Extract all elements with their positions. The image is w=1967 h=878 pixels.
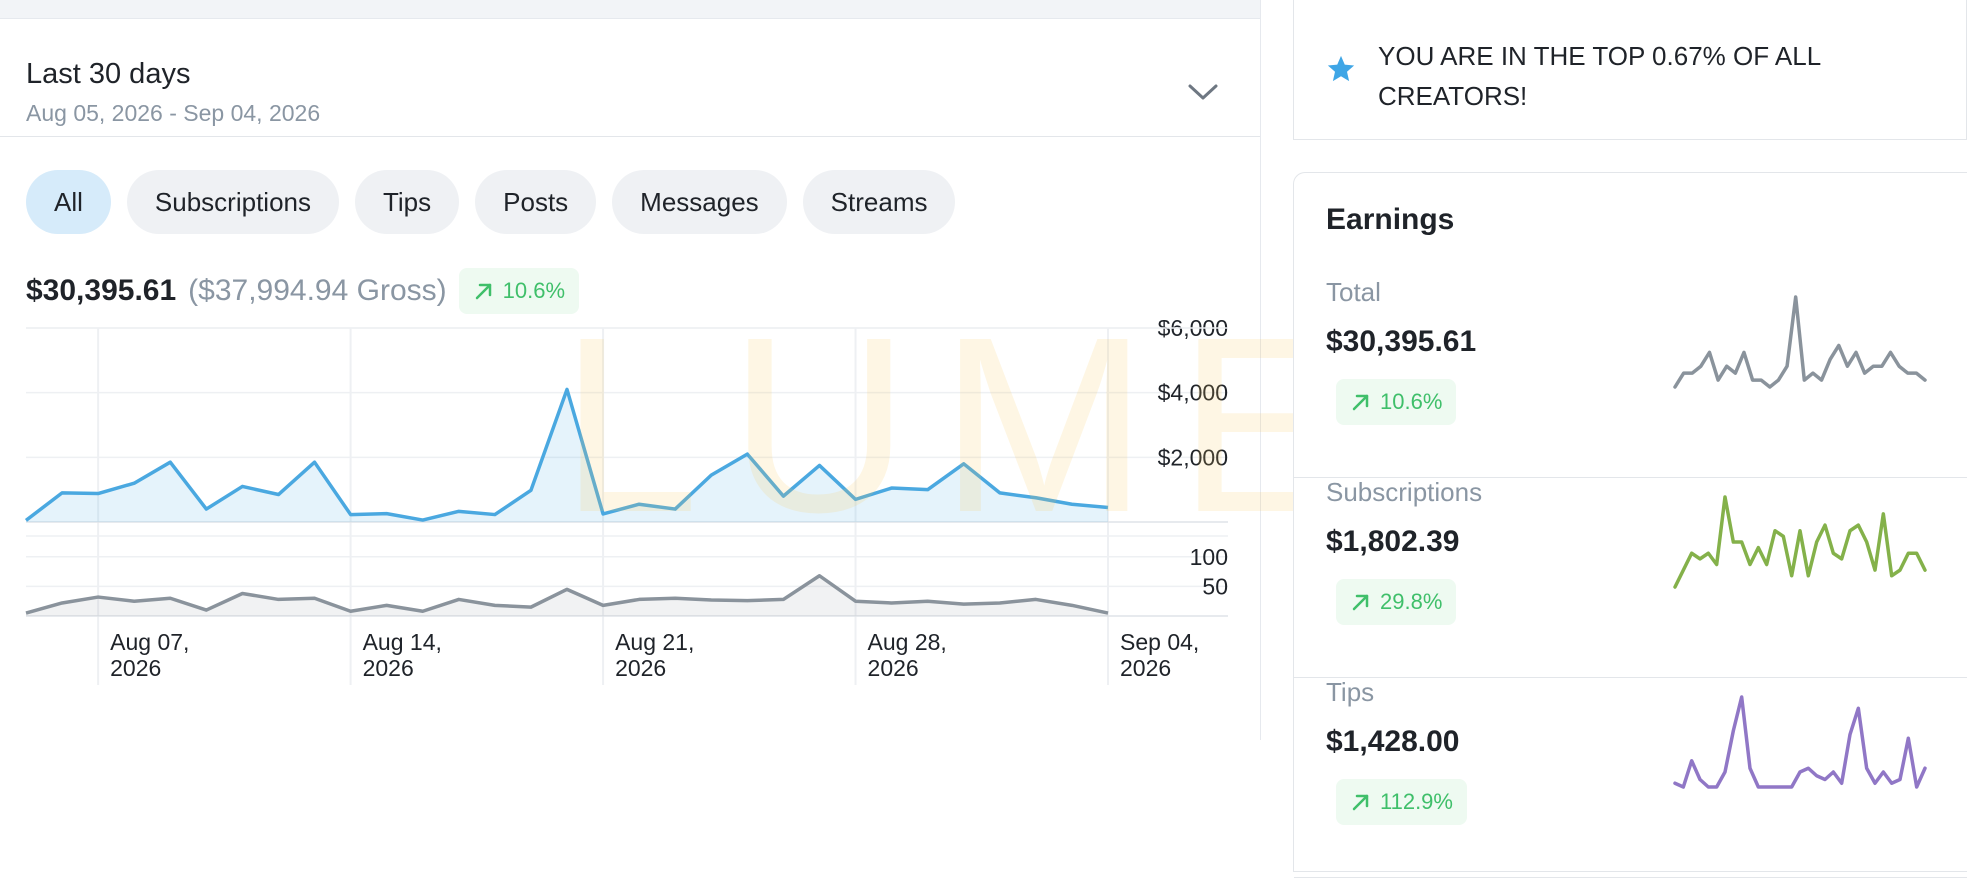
earnings-chart[interactable]: $6,000 $4,000 $2,000 100 50 Aug 07,2026 Aug 14… (0, 320, 1240, 700)
stat-change-badge: 10.6% (1336, 379, 1456, 425)
filter-chip-all[interactable]: All (26, 170, 111, 234)
arrow-up-right-icon (473, 280, 495, 302)
top-strip (0, 0, 1260, 19)
x-tick-label: Aug 14,2026 (363, 629, 442, 681)
earnings-chart-svg: $6,000 $4,000 $2,000 100 50 Aug 07,2026 Aug 14… (0, 320, 1240, 700)
filter-chip-streams[interactable]: Streams (803, 170, 956, 234)
y-tick-label: 100 (1190, 544, 1228, 570)
y-tick-label: 50 (1202, 573, 1228, 599)
stat-change-badge: 29.8% (1336, 579, 1456, 625)
sparkline-path (1675, 697, 1925, 787)
earnings-summary: $30,395.61 ($37,994.94 Gross) 10.6% (26, 268, 579, 314)
stat-change-percent: 10.6% (1380, 389, 1442, 415)
arrow-up-right-icon (1350, 391, 1372, 413)
x-tick-label: Sep 04,2026 (1120, 629, 1199, 681)
star-icon (1326, 54, 1356, 84)
stat-label: Tips (1326, 677, 1374, 708)
x-tick-label: Aug 28,2026 (868, 629, 947, 681)
change-percent: 10.6% (503, 278, 565, 304)
sparkline-path (1675, 297, 1925, 387)
chevron-down-icon[interactable] (1186, 80, 1220, 104)
gross-earnings: ($37,994.94 Gross) (188, 274, 446, 308)
top-creator-banner: YOU ARE IN THE TOP 0.67% OF ALL CREATORS… (1293, 0, 1967, 140)
filter-chip-messages[interactable]: Messages (612, 170, 787, 234)
stat-change-percent: 112.9% (1380, 789, 1453, 815)
stat-change-percent: 29.8% (1380, 589, 1442, 615)
sparkline-path (1675, 497, 1925, 587)
y-tick-label: $2,000 (1158, 444, 1228, 470)
y-tick-label: $4,000 (1158, 380, 1228, 406)
stat-change-badge: 112.9% (1336, 779, 1467, 825)
sparkline-subscriptions (1670, 477, 1940, 617)
sparkline-tips (1670, 677, 1940, 817)
filter-chip-tips[interactable]: Tips (355, 170, 459, 234)
stat-value: $1,428.00 (1326, 725, 1459, 759)
filter-chip-subscriptions[interactable]: Subscriptions (127, 170, 339, 234)
x-tick-label: Aug 07,2026 (110, 629, 189, 681)
earnings-statistics-panel: Last 30 days Aug 05, 2026 - Sep 04, 2026… (0, 0, 1260, 740)
change-badge: 10.6% (459, 268, 579, 314)
date-range-selector[interactable]: Last 30 days Aug 05, 2026 - Sep 04, 2026 (0, 18, 1260, 137)
count-area (26, 576, 1108, 616)
top-creator-text: YOU ARE IN THE TOP 0.67% OF ALL CREATORS… (1378, 36, 1898, 116)
x-tick-label: Aug 21,2026 (615, 629, 694, 681)
stat-value: $1,802.39 (1326, 525, 1459, 559)
earnings-row-tips[interactable]: Tips $1,428.00 112.9% (1294, 677, 1967, 878)
category-filters: All Subscriptions Tips Posts Messages St… (26, 170, 955, 234)
arrow-up-right-icon (1350, 791, 1372, 813)
earnings-area (26, 389, 1108, 522)
stat-label: Subscriptions (1326, 477, 1482, 508)
arrow-up-right-icon (1350, 591, 1372, 613)
stat-value: $30,395.61 (1326, 325, 1476, 359)
sparkline-total (1670, 277, 1940, 417)
net-earnings: $30,395.61 (26, 274, 176, 308)
panel-divider (1260, 0, 1261, 740)
earnings-breakdown-card: Earnings Total $30,395.61 10.6% Subscrip… (1293, 172, 1967, 872)
earnings-row-total[interactable]: Total $30,395.61 10.6% (1294, 277, 1967, 478)
earnings-row-subscriptions[interactable]: Subscriptions $1,802.39 29.8% (1294, 477, 1967, 678)
stat-label: Total (1326, 277, 1381, 308)
filter-chip-posts[interactable]: Posts (475, 170, 596, 234)
date-range-dates: Aug 05, 2026 - Sep 04, 2026 (26, 100, 320, 127)
y-tick-label: $6,000 (1158, 320, 1228, 341)
date-range-title: Last 30 days (26, 58, 190, 91)
earnings-title: Earnings (1326, 203, 1454, 237)
